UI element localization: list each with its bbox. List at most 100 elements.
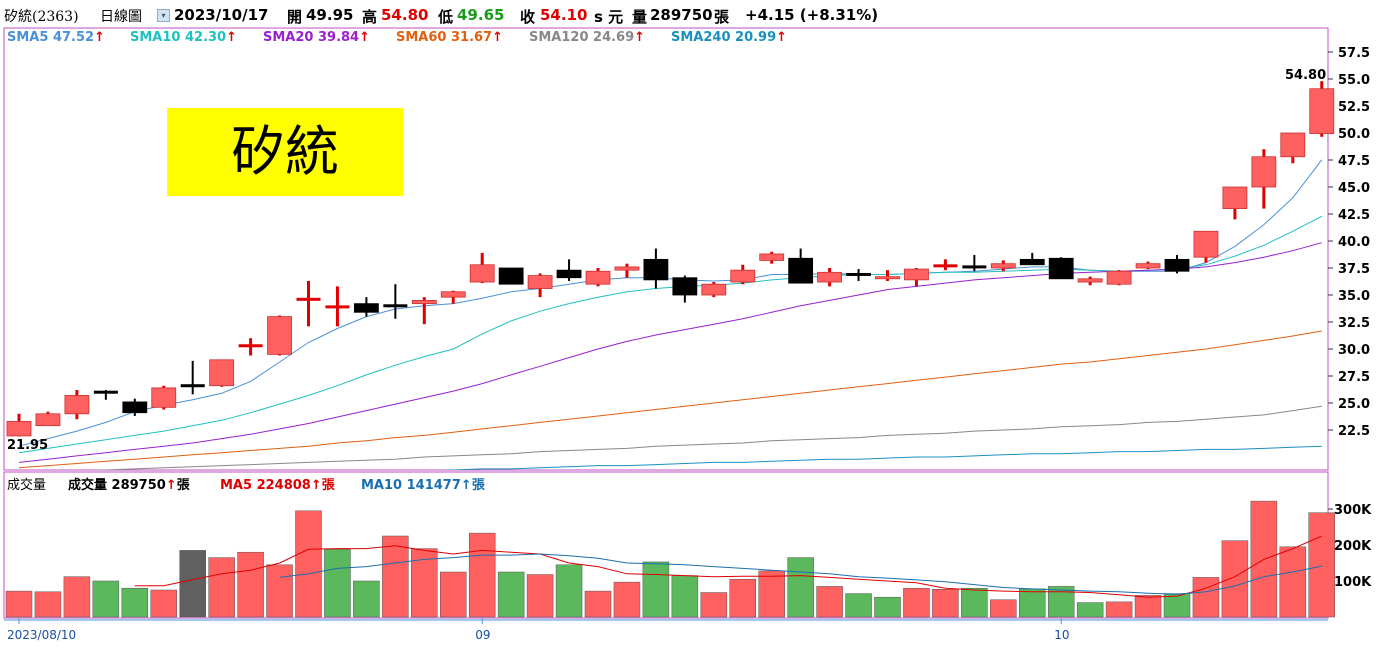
x-tick-label: 10 <box>1054 628 1069 642</box>
ma10-legend: MA10 141477↑張 <box>361 478 485 493</box>
candle-body <box>1048 257 1074 280</box>
close-label: 收 <box>520 8 536 26</box>
low-label: 低 <box>438 8 454 26</box>
volume-bar <box>63 576 91 618</box>
x-tick-label: 09 <box>475 628 490 642</box>
volume-bar <box>5 590 33 618</box>
sma60-legend: SMA60 31.67↑ <box>396 30 504 45</box>
volume-ma-line <box>134 535 1322 598</box>
volume-bar <box>1105 601 1133 618</box>
candle-body <box>556 269 582 279</box>
candle-body <box>875 276 900 280</box>
price-tick-label: 25.0 <box>1338 397 1370 412</box>
candle-body <box>643 258 669 281</box>
price-tick-label: 40.0 <box>1338 235 1370 250</box>
candle-body <box>962 265 987 269</box>
unit-label: s 元 <box>594 8 624 26</box>
candle-body <box>672 277 698 296</box>
volume-bar <box>584 590 612 618</box>
min-price-label: 21.95 <box>7 438 48 453</box>
candle-body <box>498 267 524 285</box>
candle-body <box>1280 132 1306 158</box>
candle-body <box>267 316 292 355</box>
volume-ma-line <box>279 553 1322 595</box>
volume-bar <box>555 564 583 618</box>
x-axis-labels: 2023/08/10 09 10 <box>7 618 1069 642</box>
arrow-up-icon: ↑ <box>634 30 646 45</box>
candle-body <box>411 299 437 305</box>
arrow-up-icon: ↑ <box>165 478 177 493</box>
volume-bar <box>1163 593 1191 618</box>
sma-line <box>18 242 1322 463</box>
volume-bar <box>932 589 959 618</box>
candle-body <box>759 253 785 261</box>
price-tick-label: 32.5 <box>1338 316 1370 331</box>
candle-body <box>585 270 611 285</box>
price-tick-label: 47.5 <box>1338 154 1370 169</box>
price-tick-label: 55.0 <box>1338 73 1370 88</box>
volume-bar <box>961 587 988 618</box>
volume-bar <box>642 561 670 618</box>
x-tick-label: 2023/08/10 <box>7 628 76 642</box>
open-value: 49.95 <box>306 6 354 24</box>
volume-bar <box>208 557 235 618</box>
candle-body <box>180 384 205 388</box>
sma-line <box>91 405 1322 470</box>
candle-body <box>151 387 177 408</box>
volume-bar <box>758 570 785 618</box>
candle-body <box>1135 263 1161 269</box>
volume-bar <box>1076 602 1104 618</box>
candle-body <box>238 344 263 348</box>
price-tick-label: 37.5 <box>1338 262 1370 277</box>
volume-bar <box>1308 512 1335 618</box>
price-panel-frame <box>3 27 1329 471</box>
dropdown-icon[interactable]: ▾ <box>157 9 170 22</box>
arrow-up-icon: ↑ <box>776 30 788 45</box>
candle-body <box>35 413 61 427</box>
sma-line <box>18 330 1322 469</box>
candle-body <box>6 420 32 437</box>
price-tick-label: 27.5 <box>1338 370 1370 385</box>
volume-bars <box>5 500 1335 618</box>
volume-legend: 成交量 成交量 289750↑張 MA5 224808↑張 MA10 14147… <box>0 472 1330 493</box>
candle-body <box>1019 258 1045 266</box>
volume-bar <box>1019 588 1046 618</box>
candle-body <box>701 283 727 296</box>
candle-body <box>353 303 379 313</box>
volume-bar <box>295 510 322 618</box>
candle-body <box>933 264 958 268</box>
arrow-up-icon: ↑ <box>94 30 105 45</box>
volume-bar <box>787 557 814 618</box>
candle-body <box>527 275 553 289</box>
volume-title: 成交量 <box>7 478 47 493</box>
arrow-up-icon: ↑ <box>492 30 504 45</box>
candle-body <box>990 263 1016 269</box>
volume-bar <box>121 587 149 618</box>
high-value: 54.80 <box>381 6 429 24</box>
sma20-legend: SMA20 39.84↑ <box>263 30 371 45</box>
arrow-up-icon: ↑ <box>226 30 238 45</box>
open-label: 開 <box>287 8 303 26</box>
sma5-legend: SMA5 47.52↑ <box>7 30 105 45</box>
title-box-text: 矽統 <box>231 120 339 183</box>
volume-bar <box>1279 546 1307 618</box>
price-tick-label: 45.0 <box>1338 181 1370 196</box>
change-value: +4.15 (+8.31%) <box>745 6 879 24</box>
title-box: 矽統 <box>167 108 403 196</box>
price-tick-label: 52.5 <box>1338 100 1370 115</box>
volume-bar <box>1221 540 1249 618</box>
volume-ma-lines <box>134 535 1322 598</box>
volume-bar <box>237 551 264 618</box>
high-label: 高 <box>362 8 378 26</box>
candle-body <box>817 271 842 283</box>
close-value: 54.10 <box>540 6 588 24</box>
volume-bar <box>729 578 756 618</box>
candle-body <box>122 401 148 414</box>
chart-type-label[interactable]: 日線圖 <box>100 9 142 25</box>
low-value: 49.65 <box>457 6 505 24</box>
price-tick-label: 35.0 <box>1338 289 1370 304</box>
candle-body <box>846 272 871 276</box>
volume-bar <box>382 535 409 618</box>
volume-bar <box>468 532 496 618</box>
price-tick-label: 30.0 <box>1338 343 1370 358</box>
